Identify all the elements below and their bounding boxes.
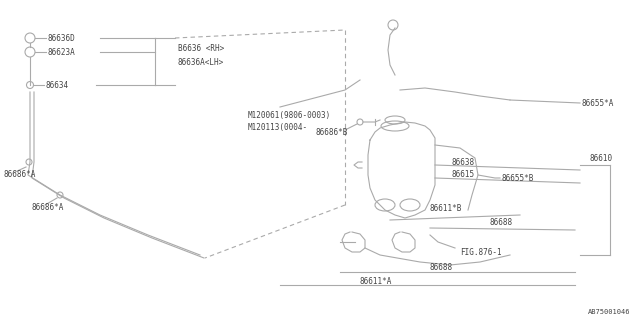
Text: 86688: 86688 bbox=[490, 218, 513, 227]
Text: 86610: 86610 bbox=[590, 154, 613, 163]
Text: 86686*A: 86686*A bbox=[4, 170, 36, 179]
Text: M120113(0004-: M120113(0004- bbox=[248, 123, 308, 132]
Text: 86636A<LH>: 86636A<LH> bbox=[178, 58, 224, 67]
Text: 86638: 86638 bbox=[452, 157, 475, 166]
Text: FIG.876-1: FIG.876-1 bbox=[460, 247, 502, 257]
Text: B6636 <RH>: B6636 <RH> bbox=[178, 44, 224, 52]
Text: 86686*A: 86686*A bbox=[32, 203, 65, 212]
Text: M120061(9806-0003): M120061(9806-0003) bbox=[248, 110, 332, 119]
Text: 86634: 86634 bbox=[46, 81, 69, 90]
Text: 86611*A: 86611*A bbox=[360, 276, 392, 285]
Text: 86655*B: 86655*B bbox=[502, 173, 534, 182]
Text: 86611*B: 86611*B bbox=[430, 204, 462, 212]
Text: AB75001046: AB75001046 bbox=[588, 309, 630, 315]
Text: 86688: 86688 bbox=[430, 263, 453, 273]
Text: 86615: 86615 bbox=[452, 170, 475, 179]
Text: 86655*A: 86655*A bbox=[582, 99, 614, 108]
Text: 86623A: 86623A bbox=[48, 47, 76, 57]
Text: 86686*B: 86686*B bbox=[315, 127, 348, 137]
Text: 86636D: 86636D bbox=[48, 34, 76, 43]
